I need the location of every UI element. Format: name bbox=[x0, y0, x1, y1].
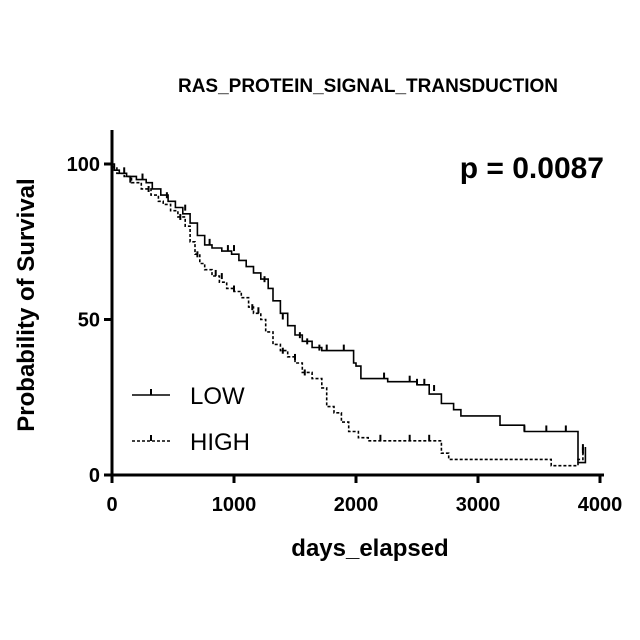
survival-curve-low bbox=[112, 164, 585, 463]
x-tick-label: 4000 bbox=[578, 494, 623, 516]
survival-curves bbox=[112, 164, 585, 466]
x-tick-label: 3000 bbox=[456, 494, 501, 516]
x-tick-label: 0 bbox=[106, 494, 117, 516]
y-axis-label: Probability of Survival bbox=[13, 178, 40, 431]
x-axis-label: days_elapsed bbox=[291, 535, 448, 562]
y-tick-label: 100 bbox=[67, 154, 100, 176]
legend-label-high: HIGH bbox=[190, 429, 250, 456]
chart-title: RAS_PROTEIN_SIGNAL_TRANSDUCTION bbox=[178, 76, 558, 97]
y-tick-label: 50 bbox=[78, 310, 100, 332]
p-value-annotation: p = 0.0087 bbox=[460, 152, 604, 185]
legend-label-low: LOW bbox=[190, 383, 245, 410]
x-tick-label: 1000 bbox=[212, 494, 257, 516]
x-tick-label: 2000 bbox=[334, 494, 379, 516]
y-tick-label: 0 bbox=[89, 465, 100, 487]
km-survival-plot: RAS_PROTEIN_SIGNAL_TRANSDUCTION p = 0.00… bbox=[0, 0, 640, 640]
legend: LOW HIGH bbox=[132, 383, 250, 456]
axis-ticks: 0 1000 2000 3000 4000 0 50 100 bbox=[67, 154, 623, 516]
